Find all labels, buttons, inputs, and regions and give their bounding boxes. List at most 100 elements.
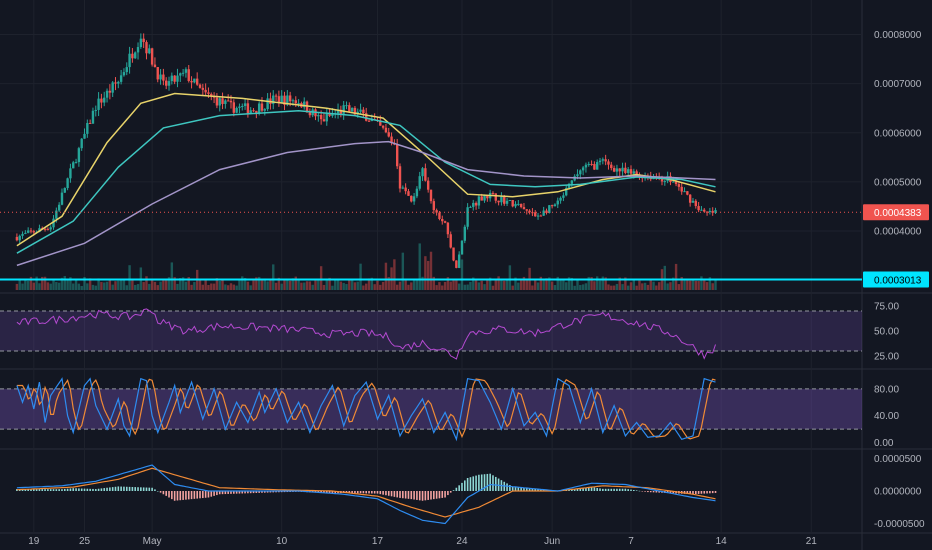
volume-bar [415, 280, 419, 290]
candle-body [576, 174, 579, 177]
candle-body [452, 247, 455, 261]
macd-histogram-bar [455, 487, 458, 491]
horizontal-level-badge [863, 271, 929, 288]
volume-bar [131, 278, 134, 290]
volume-bar [198, 279, 202, 290]
macd-histogram-bar [33, 489, 35, 491]
candle-body [263, 109, 266, 111]
volume-bar [562, 280, 565, 290]
macd-histogram-bar [399, 491, 401, 498]
volume-bar [136, 284, 140, 290]
x-tick-label: May [143, 536, 162, 547]
candle-body [294, 100, 297, 104]
price-tick-label: 0.0006000 [874, 128, 922, 139]
candle-body [480, 196, 483, 201]
macd-histogram-bar [585, 487, 587, 491]
candle-body [272, 95, 275, 104]
macd-histogram-bar [117, 486, 120, 491]
candle-body [156, 67, 159, 80]
candle-body [187, 69, 190, 81]
candle-body [193, 78, 196, 83]
candle-body [57, 204, 61, 211]
candle-body [714, 210, 717, 213]
macd-histogram-bar [410, 491, 413, 500]
candle-body [517, 203, 520, 205]
volume-bar [80, 285, 83, 290]
volume-bar [438, 282, 441, 290]
candle-body [69, 168, 72, 179]
candle-body [390, 136, 393, 143]
volume-bar [215, 278, 219, 290]
volume-bar [593, 281, 596, 290]
macd-histogram-bar [534, 488, 537, 491]
price-panel[interactable] [0, 33, 862, 290]
candle-body [514, 203, 517, 207]
volume-bar [229, 283, 233, 290]
candle-body [612, 168, 616, 172]
macd-histogram-bar [21, 489, 24, 491]
candle-body [590, 163, 593, 165]
candle-body [21, 233, 24, 236]
macd-histogram-bar [627, 489, 629, 491]
volume-bar [686, 280, 689, 290]
candle-body [319, 114, 323, 120]
candle-body [24, 232, 27, 234]
candle-body [336, 109, 340, 114]
macd-histogram-bar [607, 488, 610, 491]
candle-body [103, 97, 106, 103]
macd-histogram-bar [514, 486, 517, 491]
macd-histogram-bar [210, 491, 213, 497]
candle-body [204, 89, 207, 93]
volume-bar [119, 278, 123, 290]
macd-histogram-bar [162, 491, 165, 495]
macd-histogram-bar [387, 491, 390, 496]
macd-tick-label: -0.0000500 [874, 519, 925, 530]
macd-histogram-bar [396, 491, 398, 498]
macd-histogram-bar [441, 491, 444, 498]
volume-bar [621, 284, 624, 290]
volume-bar [29, 276, 33, 290]
macd-histogram-bar [379, 491, 382, 495]
macd-histogram-bar [140, 487, 142, 491]
macd-histogram-bar [616, 488, 618, 491]
macd-histogram-bar [390, 491, 393, 497]
macd-histogram-bar [241, 491, 244, 494]
volume-bar [365, 283, 368, 290]
candle-body [277, 96, 281, 103]
macd-histogram-bar [438, 491, 441, 499]
macd-histogram-bar [421, 491, 424, 501]
volume-bar [542, 279, 545, 290]
volume-bar [288, 280, 292, 290]
candle-body [626, 169, 630, 173]
candle-body [159, 74, 162, 80]
candle-body [511, 200, 514, 207]
candle-body [207, 92, 210, 94]
candle-body [528, 210, 531, 213]
moving-average-line [16, 140, 716, 267]
candle-body [559, 197, 562, 201]
x-tick-label: 24 [456, 536, 468, 547]
volume-bar [505, 278, 509, 290]
candle-body [18, 235, 21, 241]
volume-bar [269, 279, 272, 290]
volume-bar [241, 276, 244, 290]
volume-bar [500, 280, 503, 290]
macd-histogram-bar [38, 489, 41, 491]
volume-bar [674, 263, 678, 290]
axes: 19 25 May 10 17 24 Jun 7 14 21 0.0008000 0.0007000 0… [28, 30, 929, 547]
volume-bar [398, 281, 402, 290]
macd-panel[interactable] [16, 464, 717, 525]
volume-bar [519, 279, 523, 290]
stoch-rsi-panel[interactable] [0, 377, 862, 442]
macd-histogram-bar [686, 491, 689, 494]
volume-bar [663, 265, 667, 290]
price-tick-label: 0.0007000 [874, 79, 922, 90]
rsi-panel[interactable] [0, 308, 862, 360]
volume-bar [508, 265, 512, 290]
volume-bar [550, 281, 554, 290]
volume-bar [395, 284, 399, 290]
candle-body [395, 144, 399, 167]
macd-histogram-bar [185, 491, 187, 500]
candle-body [176, 75, 179, 82]
